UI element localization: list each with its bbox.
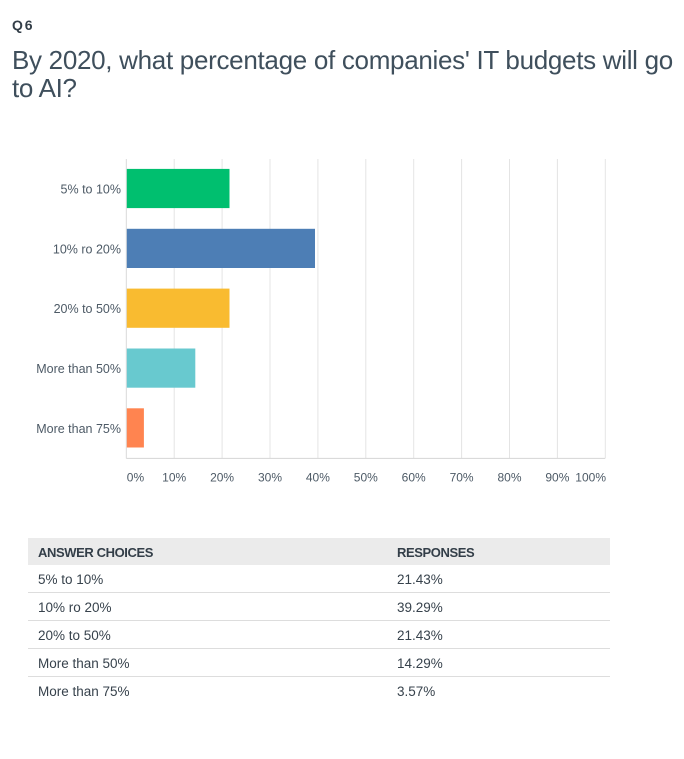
svg-text:30%: 30% [258,470,282,484]
svg-text:More than 75%: More than 75% [36,422,121,436]
svg-text:0%: 0% [127,470,145,484]
svg-text:More than 50%: More than 50% [36,362,121,376]
svg-text:10%: 10% [162,470,186,484]
svg-text:80%: 80% [497,470,521,484]
svg-text:20%: 20% [210,470,234,484]
svg-text:10% ro 20%: 10% ro 20% [53,242,121,256]
svg-text:5% to 10%: 5% to 10% [61,183,121,197]
svg-text:50%: 50% [354,470,378,484]
svg-text:60%: 60% [402,470,426,484]
svg-text:40%: 40% [306,470,330,484]
svg-text:90%: 90% [545,470,569,484]
svg-text:20% to 50%: 20% to 50% [54,302,121,316]
svg-text:70%: 70% [450,470,474,484]
svg-text:100%: 100% [575,470,606,484]
